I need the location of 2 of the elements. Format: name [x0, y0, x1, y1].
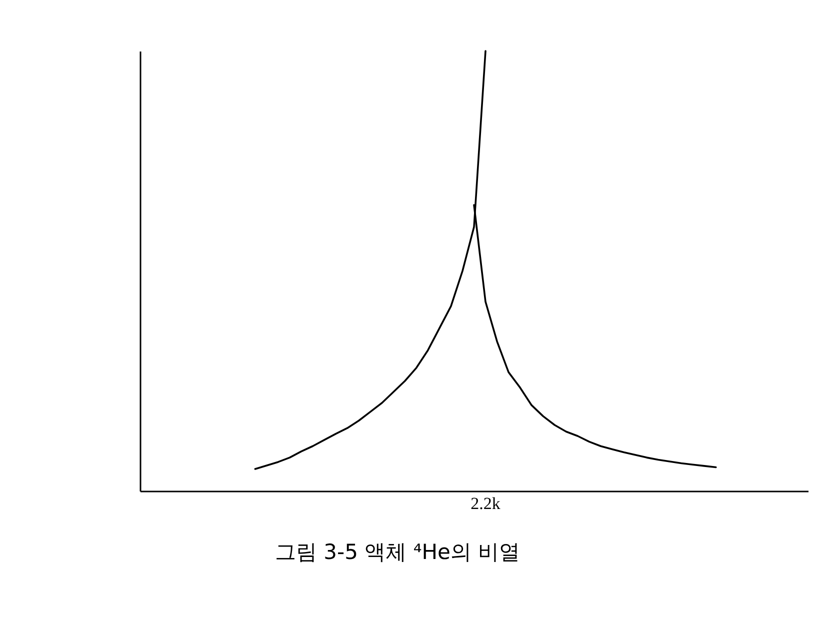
text: 그림 3-5 액체 ⁴He의 비열	[275, 540, 520, 564]
text: 2.2k	[470, 494, 501, 513]
